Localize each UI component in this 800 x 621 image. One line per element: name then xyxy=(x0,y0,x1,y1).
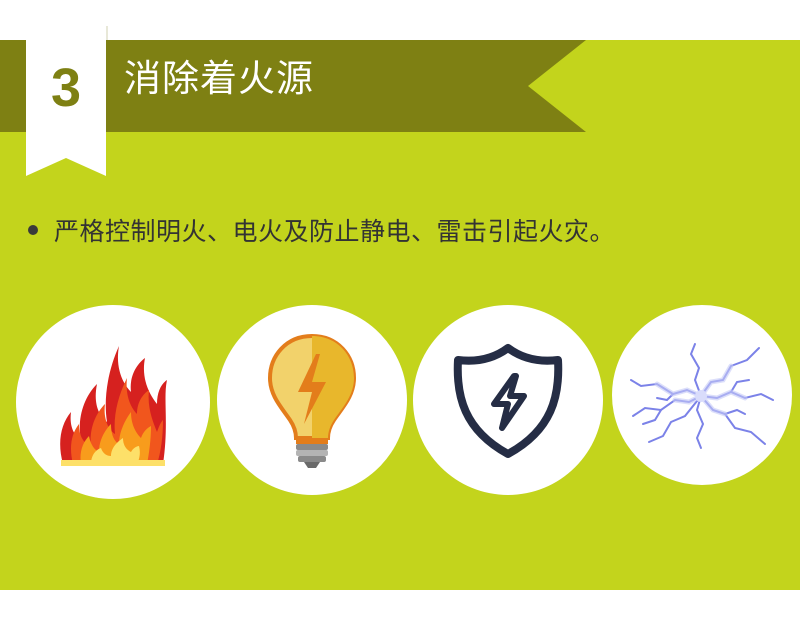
lightbulb-icon xyxy=(267,333,357,468)
shield-lightning-icon xyxy=(453,344,563,458)
title-banner xyxy=(0,40,800,132)
fire-icon xyxy=(60,346,167,466)
electric-spark-icon xyxy=(630,343,774,449)
spark-circle xyxy=(612,305,792,485)
step-ribbon xyxy=(26,26,108,178)
step-number: 3 xyxy=(50,58,82,118)
bullet-text: 严格控制明火、电火及防止静电、雷击引起火灾。 xyxy=(54,217,616,246)
bullet-item: 严格控制明火、电火及防止静电、雷击引起火灾。 xyxy=(28,210,615,250)
bullet-dot xyxy=(28,225,38,235)
fire-circle xyxy=(16,305,210,499)
section-title: 消除着火源 xyxy=(124,57,314,100)
lightbulb-circle xyxy=(217,305,407,495)
shield-circle xyxy=(413,305,603,495)
